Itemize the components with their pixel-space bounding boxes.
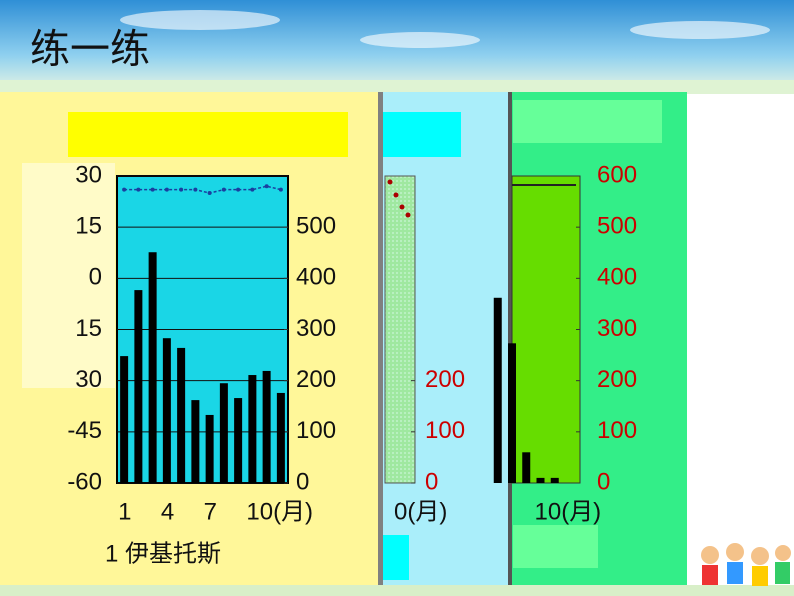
y2-tick-label: 400 [296,264,336,291]
x-tick-label: 7 [204,498,217,525]
bar [120,356,129,483]
x-tick-label: 10(月) [535,498,602,525]
plot-area [511,175,581,484]
y-tick-label: 30 [75,161,102,188]
x-tick-label: 1 [118,498,131,525]
slide-title: 练一练 [30,28,150,72]
divider [508,92,512,585]
point [207,191,212,196]
x-tick-label: 10(月) [246,498,313,525]
y2-tick-label: 100 [425,417,465,444]
bar [177,347,186,483]
point [250,187,255,192]
divider [378,92,383,585]
dot [405,212,411,218]
grass [0,80,794,94]
mask [513,100,662,143]
kids-decoration [701,543,791,586]
ground [0,585,794,596]
mask [22,163,115,388]
point [179,187,184,192]
y-tick-label: -60 [67,468,102,495]
bar [234,398,243,483]
y2-tick-label: 500 [296,213,336,240]
y2-tick-label: 200 [597,366,637,393]
mask [68,112,348,157]
dot [387,179,393,185]
point [236,187,241,192]
bar [148,252,157,483]
y2-tick-label: 200 [425,366,465,393]
y-tick-label: 30 [75,366,102,393]
point [221,187,226,192]
y-tick-label: 15 [75,213,102,240]
y2-tick-label: 400 [597,264,637,291]
line [124,185,282,194]
y2-tick-label: 300 [597,315,637,342]
point [122,187,127,192]
y2-tick-label: 0 [296,468,309,495]
bar [522,452,531,483]
dot [393,192,399,198]
cloud [120,10,280,30]
mask [383,112,461,157]
bar [550,477,559,483]
y-tick-label: -45 [67,417,102,444]
y2-tick-label: 200 [296,366,336,393]
bar [205,414,214,483]
x-tick-label: 4 [161,498,174,525]
y2-tick-label: 500 [597,213,637,240]
cloud [630,21,770,39]
chart-caption: 1 伊基托斯 [105,540,221,567]
bar [536,477,545,483]
bar [493,297,502,483]
mask [513,525,598,568]
dot [399,204,405,210]
bar [191,400,200,483]
point [150,187,155,192]
y2-tick-label: 0 [597,468,610,495]
bar [248,375,257,483]
bar [262,370,271,483]
point [136,187,141,192]
point [164,187,169,192]
bar [162,338,171,483]
point [278,187,283,192]
cloud [360,32,480,48]
bar [276,392,285,483]
y-tick-label: 0 [89,264,102,291]
bar [134,290,143,483]
mask [383,535,409,580]
point [264,184,269,189]
y2-tick-label: 600 [597,161,637,188]
y2-tick-label: 100 [296,417,336,444]
point [193,187,198,192]
y-tick-label: 15 [75,315,102,342]
plot-area [384,175,416,484]
x-tick-label: 0(月) [394,498,447,525]
y2-tick-label: 0 [425,468,438,495]
y2-tick-label: 100 [597,417,637,444]
y2-tick-label: 300 [296,315,336,342]
bar [219,383,228,483]
bar [508,343,516,483]
